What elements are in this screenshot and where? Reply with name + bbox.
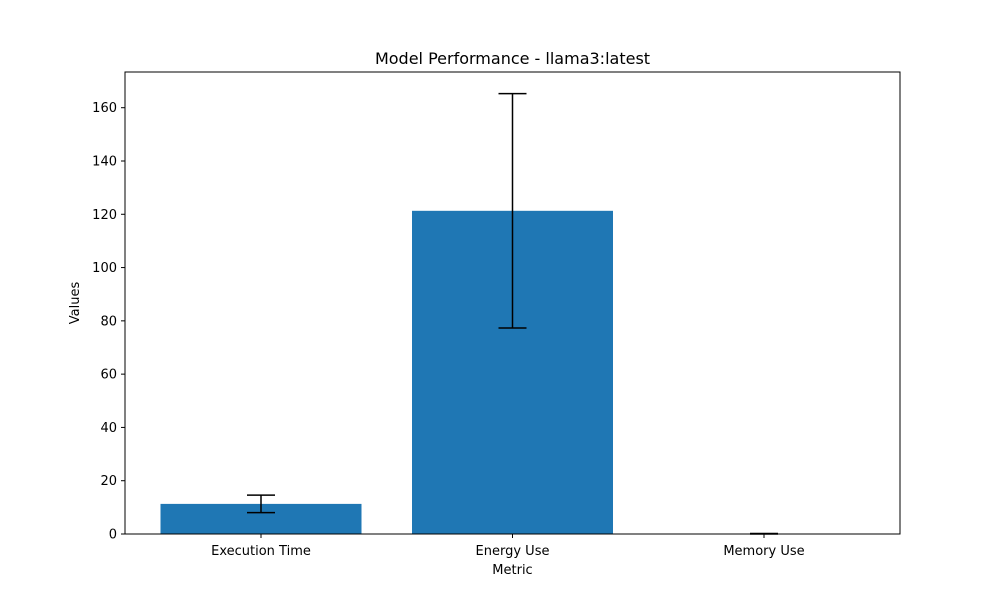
chart-title: Model Performance - llama3:latest	[375, 49, 650, 68]
y-tick-label: 140	[92, 154, 117, 169]
y-tick-label: 160	[92, 101, 117, 116]
y-tick-label: 40	[100, 421, 117, 436]
error-bar	[247, 494, 275, 514]
y-axis: 0 20 40 60 80 100 120 140 160	[92, 101, 125, 543]
y-tick-label: 0	[109, 528, 117, 543]
x-tick-label: Energy Use	[476, 544, 550, 559]
y-tick-label: 60	[100, 368, 117, 383]
y-tick-label: 80	[100, 314, 117, 329]
x-tick-label: Memory Use	[723, 544, 804, 559]
y-tick-label: 20	[100, 474, 117, 489]
x-axis: Execution Time Energy Use Memory Use	[211, 534, 805, 559]
error-bar	[498, 92, 527, 329]
y-tick-label: 120	[92, 208, 117, 223]
x-tick-label: Execution Time	[211, 544, 311, 559]
y-tick-label: 100	[92, 261, 117, 276]
x-axis-label: Metric	[492, 563, 532, 578]
bars-layer	[160, 210, 865, 534]
y-axis-label: Values	[68, 282, 83, 325]
